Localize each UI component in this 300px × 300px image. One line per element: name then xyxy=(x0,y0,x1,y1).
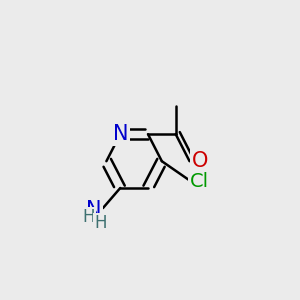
Text: Cl: Cl xyxy=(190,172,209,191)
Text: O: O xyxy=(192,152,208,171)
Text: H: H xyxy=(94,214,106,232)
Text: O: O xyxy=(192,152,208,171)
Text: H: H xyxy=(82,208,95,226)
Text: N: N xyxy=(112,124,128,144)
Text: H: H xyxy=(94,214,106,232)
Text: Cl: Cl xyxy=(190,172,209,191)
Text: N: N xyxy=(112,124,128,144)
Text: H: H xyxy=(82,208,95,226)
Text: N: N xyxy=(85,200,101,220)
Text: N: N xyxy=(85,200,101,220)
